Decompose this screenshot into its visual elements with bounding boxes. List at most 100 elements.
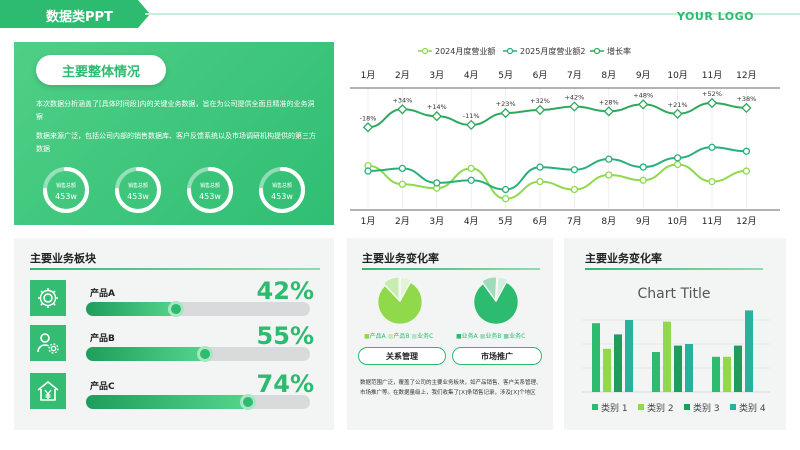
progress-fill [86,395,252,409]
product-name: 产品A [90,289,115,299]
chart-title: Chart Title [638,286,711,302]
data-point [673,154,682,162]
header-divider [145,13,800,15]
stat-ring: 销售总额 453w [114,166,162,214]
product-name: 产品B [90,334,115,344]
pie-legend-1: ■产品A ■产品B ■业务C [364,333,434,340]
data-point [536,163,544,171]
stat-ring-label: 销售总额 [55,183,76,189]
product-icon-box [30,325,66,361]
legend-swatch [592,404,598,410]
pie-slice [400,276,412,300]
stat-ring-graphic [43,167,89,213]
legend-entry: 2024月度营业额 [418,46,495,56]
panel-title-underline [362,268,540,270]
pie-slice [496,276,508,300]
x-tick-label-top: 5月 [498,70,513,81]
data-point [742,147,751,155]
x-tick-label-top: 12月 [736,70,756,81]
data-label: +48% [633,91,653,99]
data-point [398,180,407,188]
x-tick-label-bottom: 4月 [464,216,479,227]
house-yen-icon [37,380,59,401]
stat-ring-label: 销售总额 [199,183,220,189]
data-point [534,104,546,116]
legend-swatch [638,404,644,410]
data-point [466,119,477,131]
x-tick-label-top: 11月 [702,70,722,81]
data-label: +23% [496,100,516,108]
pie-slice [473,282,519,325]
data-label: +14% [427,103,447,111]
bar [674,345,682,392]
data-point [673,160,682,169]
data-point [741,102,752,114]
progress-knob [168,301,185,317]
data-point [397,104,408,115]
stat-ring-value: 453w [199,192,221,201]
data-label: -11% [463,112,480,120]
legend-entry: 增长率 [590,46,631,56]
legend-label: 类别 4 [739,402,766,414]
data-point [433,179,441,187]
progress-fill [86,347,210,361]
bar [603,348,611,392]
stat-ring-graphic [187,167,233,213]
presentation-title: 数据类PPT [46,10,113,25]
gear-icon [38,288,58,308]
x-tick-label-top: 8月 [601,70,616,81]
data-point [742,167,751,175]
overview-paragraph-2: 数据来源广泛，包括公司内部的销售数据库、客户反馈系统以及市场调研机构提供的第三方… [36,132,316,153]
business-change-title: 主要业务变化率 [362,252,439,265]
data-point [501,195,510,203]
series-line [367,146,747,191]
business-change-bar-title: 主要业务变化率 [585,252,662,265]
stat-ring-label: 销售总额 [271,183,292,189]
bar [685,344,693,392]
series-line [367,102,747,129]
data-point [536,177,544,186]
x-tick-label-bottom: 2月 [395,216,410,227]
data-point [639,176,647,184]
series-line [367,163,747,200]
x-tick-label-bottom: 6月 [533,216,548,227]
bar [712,356,720,392]
data-point [398,164,407,173]
x-tick-label-top: 2月 [395,70,410,81]
product-icon-box [30,280,66,316]
user-gear-icon [37,333,59,354]
pie-legend-2: ■业务A ■业务B ■业务C [456,333,526,340]
legend-label: 类别 1 [601,402,628,414]
bar [723,356,731,392]
data-label: +32% [530,97,550,105]
x-tick-label-bottom: 7月 [567,216,582,227]
relationship-management-button[interactable]: 关系管理 [358,347,446,365]
stat-ring-value: 453w [55,192,77,201]
data-point [603,106,614,117]
bar [614,334,622,392]
data-point [638,99,649,110]
legend-swatch [730,404,736,410]
product-percentage: 55% [256,322,314,350]
data-point [570,166,579,174]
bar [663,321,671,392]
business-segments-title: 主要业务板块 [30,252,96,265]
data-label: +52% [702,90,722,98]
data-point [500,107,511,119]
x-tick-label-bottom: 1月 [361,216,376,227]
business-change-panel [347,238,553,430]
bar [625,320,633,392]
bar [745,310,753,392]
progress-knob [239,394,256,410]
x-tick-label-top: 9月 [636,70,651,81]
bar [592,323,600,392]
svg-text:2024月度营业额: 2024月度营业额 [435,46,495,56]
data-label: +28% [599,98,619,106]
product-icon-box [30,373,66,409]
x-tick-label-bottom: 11月 [702,216,722,227]
bar [652,352,660,392]
panel-title-underline [30,268,320,270]
data-point [570,185,579,194]
x-tick-label-top: 7月 [567,70,582,81]
market-promotion-button[interactable]: 市场推广 [452,347,542,365]
